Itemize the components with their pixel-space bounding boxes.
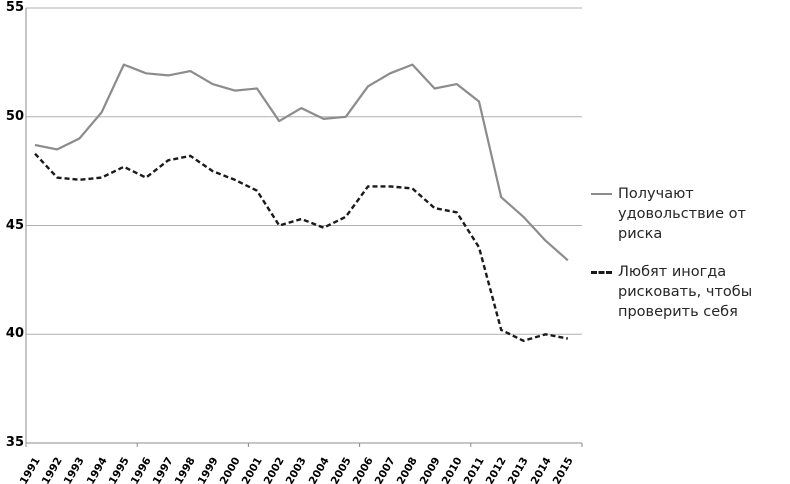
y-tick-label: 45 — [5, 217, 24, 233]
y-tick-label: 40 — [5, 326, 24, 342]
y-tick-label: 55 — [5, 0, 24, 15]
legend-label: Любят иногда рисковать, чтобы проверить … — [618, 264, 753, 320]
series-line-dashed — [34, 152, 569, 342]
y-tick-label: 35 — [5, 435, 24, 450]
dashed-line-swatch-icon — [591, 271, 612, 274]
legend: Получают удовольствие от риска Любят ино… — [591, 184, 790, 322]
legend-item-dashed-series: Любят иногда рисковать, чтобы проверить … — [591, 262, 790, 322]
legend-item-solid-series: Получают удовольствие от риска — [591, 184, 790, 244]
series-line-solid — [34, 63, 569, 262]
solid-line-swatch-icon — [591, 193, 612, 195]
legend-label: Получают удовольствие от риска — [618, 186, 746, 242]
y-tick-label: 50 — [5, 108, 24, 124]
